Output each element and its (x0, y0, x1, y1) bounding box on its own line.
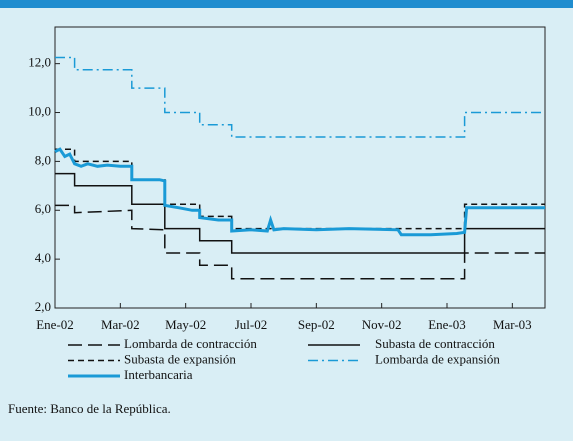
legend-label: Subasta de expansión (124, 351, 236, 366)
series-line (55, 204, 545, 280)
x-tick-label: Mar-02 (101, 317, 140, 332)
y-tick-label: 10,0 (28, 104, 51, 119)
legend-label: Lombarda de contracción (124, 336, 257, 351)
series-line (55, 172, 545, 254)
plot-frame (54, 26, 546, 309)
x-tick-label: Mar-03 (493, 317, 532, 332)
series-line (54, 147, 545, 237)
series-line (55, 148, 545, 230)
y-tick-label: 4,0 (35, 250, 51, 265)
y-tick-label: 6,0 (35, 201, 51, 216)
series-line (55, 56, 545, 138)
y-tick-label: 2,0 (35, 299, 51, 314)
source: Fuente: Banco de la República. (8, 401, 171, 416)
top-bar (0, 0, 573, 8)
y-tick-label: 8,0 (35, 152, 51, 167)
y-tick-label: 12,0 (28, 55, 51, 70)
x-tick-label: Ene-02 (36, 317, 74, 332)
legend-label: Subasta de contracción (375, 336, 495, 351)
x-tick-label: Ene-03 (428, 317, 466, 332)
x-tick-label: Sep-02 (298, 317, 335, 332)
legend-label: Interbancaria (124, 367, 193, 382)
x-tick-label: Nov-02 (362, 317, 402, 332)
legend-label: Lombarda de expansión (375, 351, 500, 366)
x-tick-label: May-02 (165, 317, 206, 332)
x-tick-label: Jul-02 (235, 317, 268, 332)
